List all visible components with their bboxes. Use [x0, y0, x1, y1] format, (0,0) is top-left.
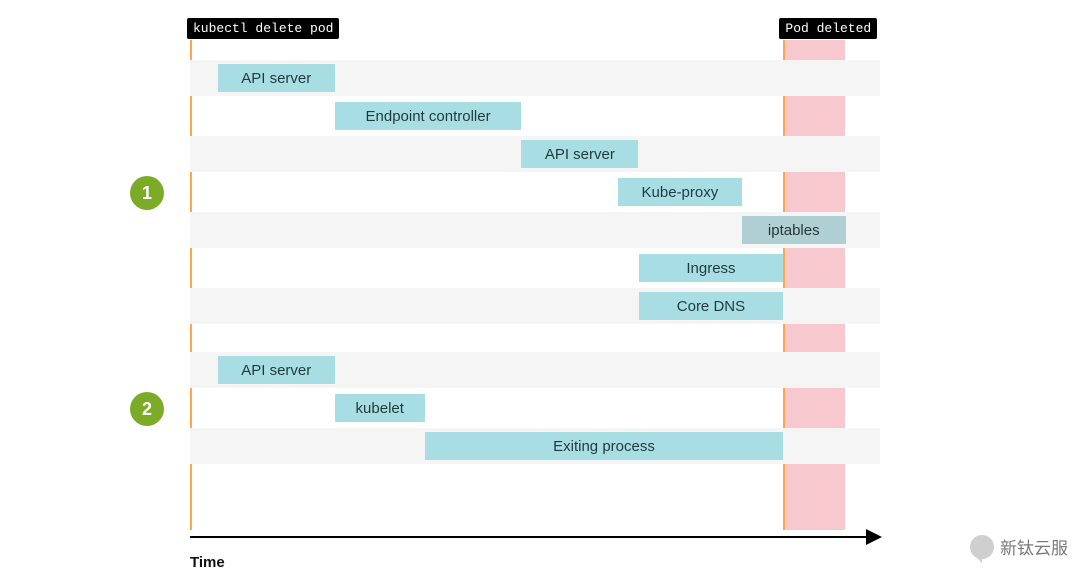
timeline-bar: Exiting process — [425, 432, 784, 460]
end-marker-label: Pod deleted — [779, 18, 877, 39]
timeline-row: kubelet — [190, 390, 880, 426]
start-marker-label: kubectl delete pod — [187, 18, 339, 39]
timeline-row: API server — [190, 60, 880, 96]
timeline-bar: API server — [521, 140, 638, 168]
timeline-row: Exiting process — [190, 428, 880, 464]
chat-bubble-icon — [970, 535, 994, 559]
timeline-row: API server — [190, 352, 880, 388]
timeline-bar: API server — [218, 356, 335, 384]
timeline-row: Ingress — [190, 250, 880, 286]
timeline-chart: kubectl delete pod Pod deleted API serve… — [190, 40, 880, 520]
group-gap — [190, 326, 880, 352]
timeline-bar: API server — [218, 64, 335, 92]
time-axis-label: Time — [190, 554, 225, 571]
timeline-row: Core DNS — [190, 288, 880, 324]
timeline-row: iptables — [190, 212, 880, 248]
timeline-rows: API serverEndpoint controllerAPI serverK… — [190, 60, 880, 466]
timeline-row: Endpoint controller — [190, 98, 880, 134]
timeline-bar: Endpoint controller — [335, 102, 521, 130]
group-badge: 1 — [130, 176, 164, 210]
timeline-bar: Core DNS — [639, 292, 784, 320]
timeline-bar: kubelet — [335, 394, 425, 422]
timeline-bar: iptables — [742, 216, 846, 244]
timeline-bar: Kube-proxy — [618, 178, 742, 206]
timeline-row: API server — [190, 136, 880, 172]
time-axis — [190, 536, 880, 538]
timeline-row: Kube-proxy — [190, 174, 880, 210]
watermark-text: 新钛云服 — [1000, 534, 1068, 559]
timeline-bar: Ingress — [639, 254, 784, 282]
group-badge: 2 — [130, 392, 164, 426]
watermark: 新钛云服 — [970, 534, 1068, 559]
